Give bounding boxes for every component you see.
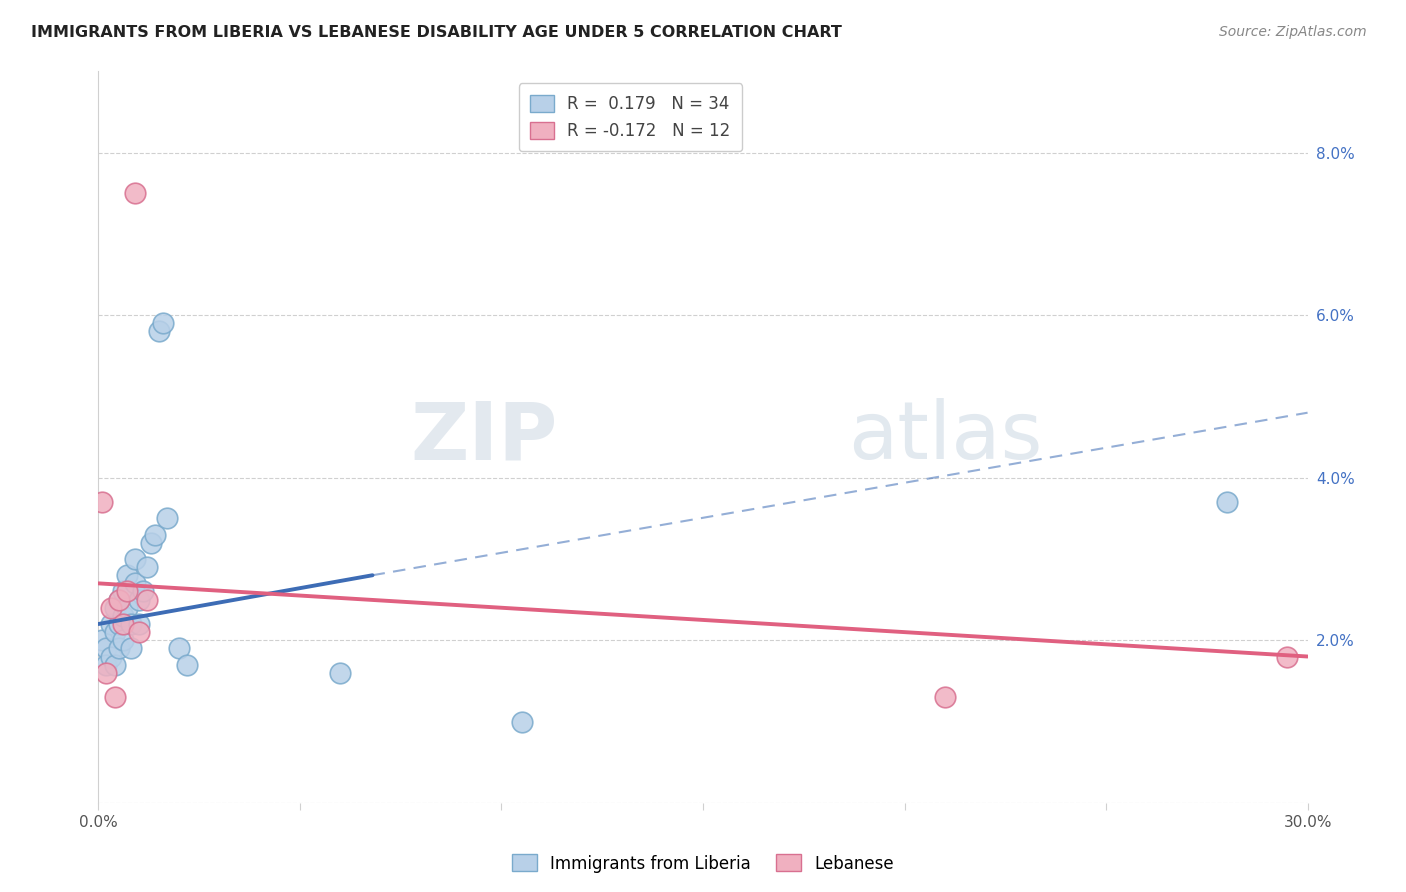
Point (135, 560, 157, 574)
Point (103, 600, 125, 615)
Text: Source: ZipAtlas.com: Source: ZipAtlas.com (1219, 25, 1367, 39)
Point (115, 568, 138, 582)
Point (111, 617, 134, 632)
Point (128, 617, 150, 632)
Point (103, 657, 125, 672)
Point (115, 584, 138, 599)
Legend: R =  0.179   N = 34, R = -0.172   N = 12: R = 0.179 N = 34, R = -0.172 N = 12 (519, 83, 742, 152)
Point (91, 633, 114, 648)
Point (107, 592, 129, 607)
Text: ZIP: ZIP (411, 398, 558, 476)
Point (96, 665, 118, 680)
Point (934, 690, 956, 705)
Point (103, 690, 125, 705)
Point (124, 576, 146, 591)
Point (103, 625, 125, 640)
Point (143, 527, 166, 541)
Point (156, 511, 179, 525)
Point (128, 592, 150, 607)
Point (107, 617, 129, 632)
Point (111, 584, 134, 599)
Point (96, 657, 118, 672)
Point (107, 592, 129, 607)
Point (91, 495, 114, 509)
Text: atlas: atlas (848, 398, 1042, 476)
Point (100, 649, 122, 664)
Text: IMMIGRANTS FROM LIBERIA VS LEBANESE DISABILITY AGE UNDER 5 CORRELATION CHART: IMMIGRANTS FROM LIBERIA VS LEBANESE DISA… (31, 25, 842, 40)
Point (100, 600, 122, 615)
Point (139, 535, 162, 549)
Point (96, 641, 118, 656)
Point (107, 641, 129, 656)
Point (148, 325, 170, 339)
Point (120, 641, 142, 656)
Point (120, 617, 142, 632)
Point (152, 316, 174, 330)
Point (167, 641, 190, 656)
Point (1216, 495, 1239, 509)
Point (1277, 649, 1299, 664)
Point (124, 186, 146, 201)
Point (329, 665, 352, 680)
Point (176, 657, 198, 672)
Point (115, 600, 138, 615)
Point (510, 714, 533, 729)
Legend: Immigrants from Liberia, Lebanese: Immigrants from Liberia, Lebanese (505, 847, 901, 880)
Point (111, 633, 134, 648)
Point (100, 617, 122, 632)
Point (128, 625, 150, 640)
Point (111, 608, 134, 623)
Point (135, 592, 157, 607)
Point (124, 552, 146, 566)
Point (132, 584, 155, 599)
